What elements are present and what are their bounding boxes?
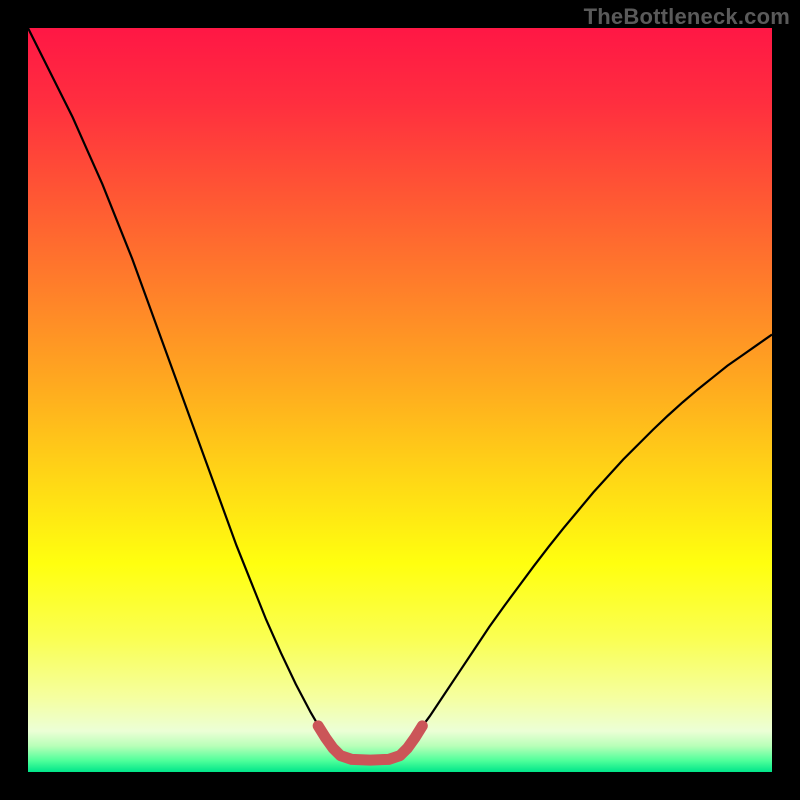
bottleneck-chart — [0, 0, 800, 800]
plot-background — [28, 28, 772, 772]
watermark-text: TheBottleneck.com — [584, 4, 790, 30]
